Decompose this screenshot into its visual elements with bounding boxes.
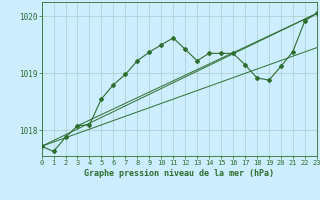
X-axis label: Graphe pression niveau de la mer (hPa): Graphe pression niveau de la mer (hPa)	[84, 169, 274, 178]
